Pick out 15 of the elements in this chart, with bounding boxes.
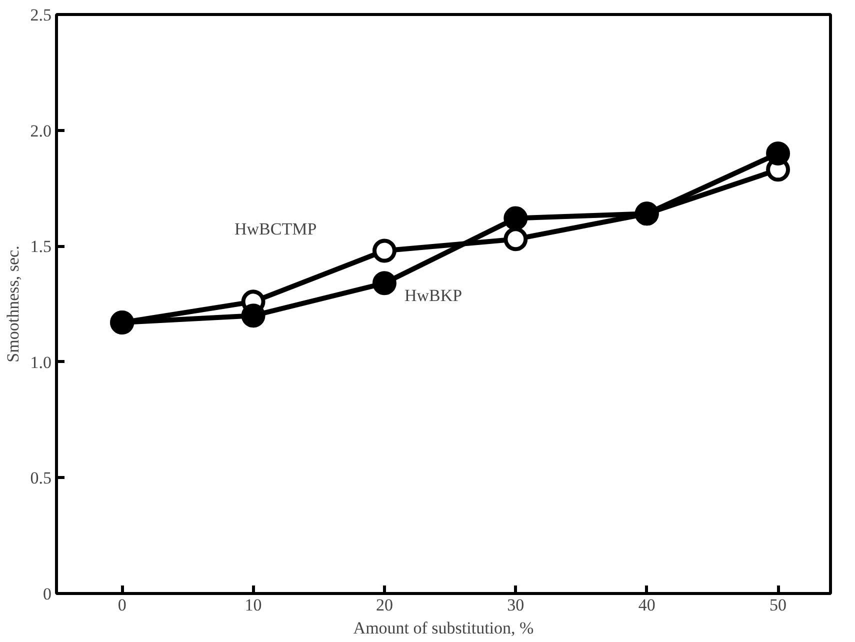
- text: HwBCTMP: [234, 220, 317, 239]
- x-tick-label: 30: [507, 596, 524, 614]
- x-axis-title: Amount of substitution, %: [353, 618, 534, 638]
- x-tick-label: 50: [770, 596, 787, 614]
- y-axis-title: Smoothness, sec.: [3, 246, 22, 362]
- x-tick-label: 0: [118, 596, 126, 614]
- x-tick-label: 40: [638, 596, 656, 614]
- y-tick-label: 2.5: [30, 6, 52, 24]
- series-label: HwBKP: [404, 286, 462, 306]
- y-tick-label: 1.5: [30, 237, 52, 256]
- y-tick-label: 1.0: [30, 352, 52, 372]
- y-tick-label: 0.5: [30, 468, 52, 488]
- y-tick-label: 2.0: [30, 121, 52, 140]
- x-tick-label: 10: [244, 596, 262, 614]
- x-tick-label: 20: [376, 596, 393, 614]
